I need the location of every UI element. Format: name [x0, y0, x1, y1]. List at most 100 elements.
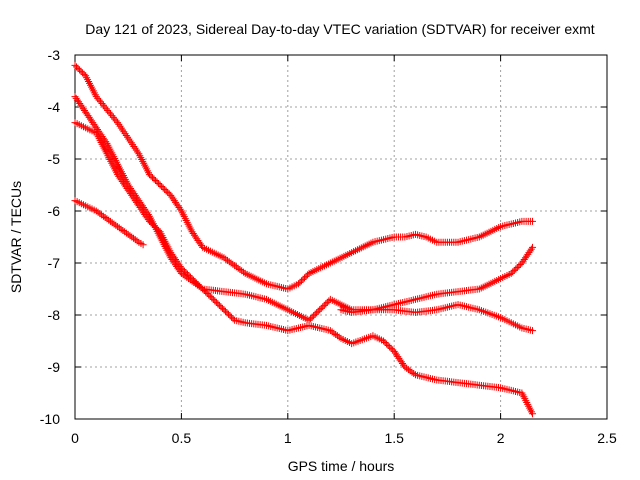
- data-point: [126, 232, 134, 240]
- data-point: [103, 215, 111, 223]
- data-point: [98, 211, 106, 219]
- data-point: [529, 243, 537, 251]
- data-point: [153, 225, 161, 233]
- data-point: [229, 260, 237, 268]
- data-point: [387, 344, 395, 352]
- data-point: [76, 66, 84, 74]
- data-point: [515, 262, 523, 270]
- data-point: [183, 270, 191, 278]
- data-point: [153, 178, 161, 186]
- data-point: [386, 343, 394, 351]
- x-axis-label: GPS time / hours: [288, 458, 395, 474]
- data-point: [155, 180, 163, 188]
- data-point: [323, 298, 331, 306]
- data-point: [128, 233, 136, 241]
- data-point: [111, 115, 119, 123]
- data-series: [71, 61, 537, 418]
- series-c: [71, 119, 537, 418]
- data-point: [71, 61, 79, 69]
- data-point: [297, 277, 305, 285]
- data-point: [311, 310, 319, 318]
- x-tick-label: 2: [497, 430, 505, 446]
- data-point: [238, 267, 246, 275]
- data-point: [401, 363, 409, 371]
- data-point: [121, 228, 129, 236]
- axis-ticks: 0 0.5 1 1.5 2 2.5 -10 -9 -8 -7 -6 -5 -4 -3: [40, 47, 617, 446]
- series-d: [71, 197, 147, 249]
- data-point: [162, 187, 170, 195]
- data-point: [406, 367, 414, 375]
- data-point: [296, 278, 304, 286]
- data-point: [99, 101, 107, 109]
- y-tick-label: -6: [48, 203, 61, 219]
- data-point: [180, 267, 188, 275]
- data-point: [73, 63, 81, 71]
- data-point: [105, 108, 113, 116]
- y-tick-label: -5: [48, 151, 61, 167]
- data-point: [117, 225, 125, 233]
- data-point: [239, 268, 247, 276]
- data-point: [97, 98, 105, 106]
- data-point: [215, 301, 223, 309]
- data-point: [108, 112, 116, 120]
- data-point: [92, 207, 100, 215]
- data-point: [196, 282, 204, 290]
- data-point: [122, 229, 130, 237]
- y-tick-label: -9: [48, 359, 61, 375]
- x-tick-label: 1.5: [384, 430, 404, 446]
- data-point: [133, 237, 141, 245]
- data-point: [112, 117, 120, 125]
- data-point: [149, 220, 157, 228]
- data-point: [106, 217, 114, 225]
- grid-lines: [75, 55, 607, 419]
- data-point: [529, 410, 537, 418]
- data-point: [400, 361, 408, 369]
- data-point: [159, 184, 167, 192]
- data-point: [330, 329, 338, 337]
- data-point: [384, 341, 392, 349]
- data-point: [211, 297, 219, 305]
- data-point: [222, 255, 230, 263]
- data-point: [322, 300, 330, 308]
- data-point: [234, 264, 242, 272]
- data-point: [302, 272, 310, 280]
- data-point: [320, 301, 328, 309]
- data-point: [92, 93, 100, 101]
- data-point: [332, 331, 340, 338]
- data-point: [108, 219, 116, 227]
- data-point: [507, 269, 515, 277]
- data-point: [94, 208, 102, 216]
- data-point: [326, 327, 334, 335]
- data-point: [214, 300, 222, 308]
- data-point: [301, 274, 309, 282]
- data-point: [109, 113, 117, 121]
- data-point: [185, 272, 193, 280]
- data-point: [383, 340, 391, 348]
- x-tick-label: 0: [71, 430, 79, 446]
- data-point: [203, 289, 211, 297]
- data-point: [152, 223, 160, 231]
- data-point: [380, 337, 388, 345]
- data-point: [217, 303, 225, 311]
- data-point: [225, 310, 233, 318]
- data-point: [147, 219, 155, 227]
- x-tick-label: 2.5: [597, 430, 617, 446]
- data-point: [236, 266, 244, 273]
- data-point: [188, 275, 196, 283]
- data-point: [191, 278, 199, 286]
- data-point: [115, 224, 123, 232]
- data-point: [199, 285, 207, 293]
- data-point: [150, 175, 158, 183]
- data-point: [225, 258, 233, 266]
- data-point: [294, 280, 302, 288]
- data-point: [182, 269, 190, 277]
- data-point: [408, 368, 416, 376]
- data-point: [310, 312, 318, 320]
- data-point: [119, 227, 127, 234]
- data-point: [101, 214, 109, 221]
- data-point: [205, 291, 213, 299]
- data-point: [223, 309, 231, 317]
- data-point: [335, 333, 343, 341]
- data-point: [139, 241, 147, 249]
